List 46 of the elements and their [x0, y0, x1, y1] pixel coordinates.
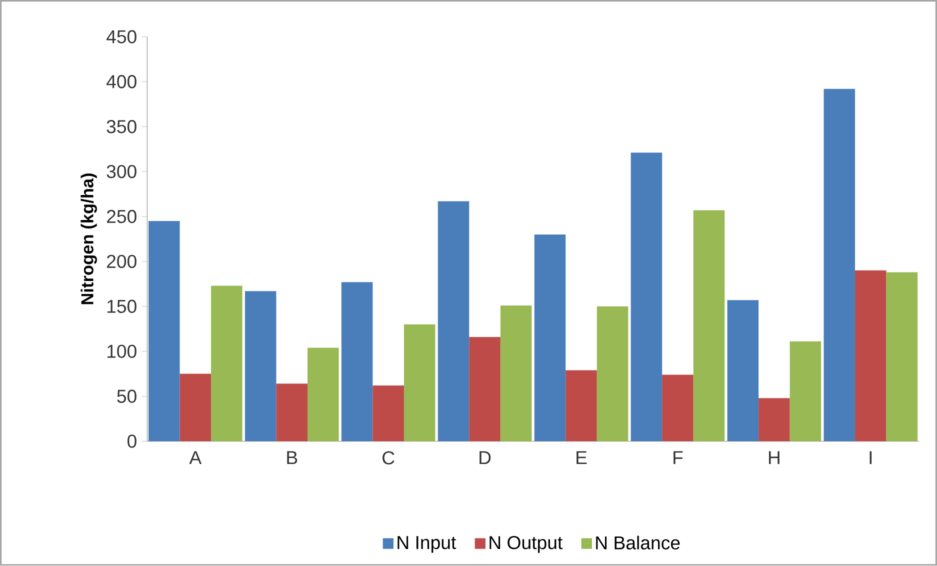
bar	[855, 270, 886, 442]
bar	[824, 88, 856, 442]
bar	[596, 306, 628, 442]
y-tick-label: 100	[107, 344, 136, 358]
x-tick-label: E	[576, 451, 587, 464]
bar	[469, 337, 500, 442]
y-tick-label: 450	[106, 30, 136, 44]
bar	[341, 282, 373, 442]
bar	[534, 234, 566, 442]
bar	[372, 386, 404, 442]
bar	[758, 398, 790, 442]
bar	[308, 348, 339, 442]
bar	[438, 201, 470, 442]
x-tick-label: A	[189, 451, 202, 464]
bar	[662, 374, 694, 442]
y-tick-label: 250	[107, 210, 136, 224]
y-axis-title: Nitrogen (kg/ha)	[80, 174, 97, 304]
legend-label: N Balance	[596, 536, 680, 550]
bar	[500, 306, 532, 442]
bar	[244, 291, 276, 442]
y-tick-label: 0	[128, 434, 136, 448]
y-tick-label: 150	[107, 300, 136, 314]
bar	[727, 300, 759, 442]
bar	[180, 374, 212, 442]
legend-label: N Input	[398, 536, 456, 553]
bar	[566, 370, 597, 442]
bar	[276, 384, 308, 442]
bar	[693, 210, 725, 442]
y-tick-label: 350	[106, 120, 136, 134]
bar	[404, 324, 436, 442]
bar	[148, 221, 180, 442]
x-tick-label: D	[480, 451, 491, 464]
y-tick-label: 50	[117, 390, 136, 403]
x-tick-label: H	[768, 451, 780, 464]
y-tick-label: 300	[106, 165, 136, 178]
bar	[886, 272, 918, 442]
bar	[211, 286, 242, 442]
y-tick-label: 400	[106, 75, 136, 88]
y-tick-label: 200	[107, 254, 136, 268]
x-tick-label: I	[870, 451, 872, 464]
x-tick-label: F	[674, 451, 683, 464]
bar	[790, 342, 822, 442]
x-tick-label: C	[382, 451, 394, 465]
x-tick-label: B	[287, 451, 298, 464]
legend-label: N Output	[490, 536, 563, 554]
bar	[630, 152, 662, 442]
